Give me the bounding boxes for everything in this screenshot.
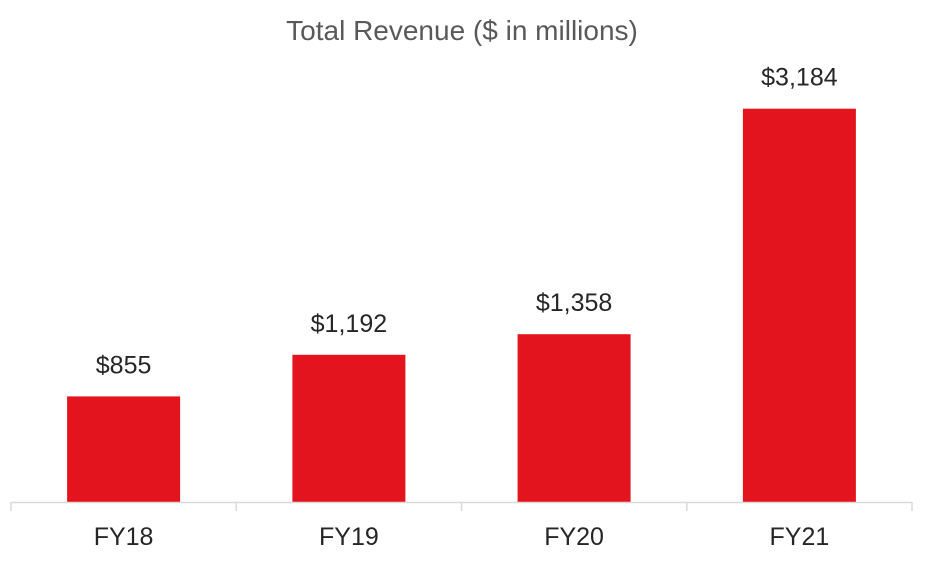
chart-title: Total Revenue ($ in millions) xyxy=(286,15,638,46)
bar-fy21 xyxy=(742,108,856,502)
data-label-fy19: $1,192 xyxy=(311,310,387,338)
bar-fy20 xyxy=(517,334,631,502)
data-labels-layer: $855 $1,192 $1,358 $3,184 xyxy=(96,64,838,380)
x-tick-label-fy21: FY21 xyxy=(770,523,830,551)
data-label-fy18: $855 xyxy=(96,351,152,379)
bar-fy18 xyxy=(67,396,181,502)
data-label-fy20: $1,358 xyxy=(536,289,612,317)
bar-fy19 xyxy=(292,354,406,502)
x-tick-label-fy20: FY20 xyxy=(544,523,604,551)
bars-layer xyxy=(67,108,856,502)
data-label-fy21: $3,184 xyxy=(761,64,838,92)
x-tick-label-fy19: FY19 xyxy=(319,523,379,551)
x-axis: FY18 FY19 FY20 FY21 xyxy=(10,501,913,551)
x-tick-label-fy18: FY18 xyxy=(94,523,154,551)
